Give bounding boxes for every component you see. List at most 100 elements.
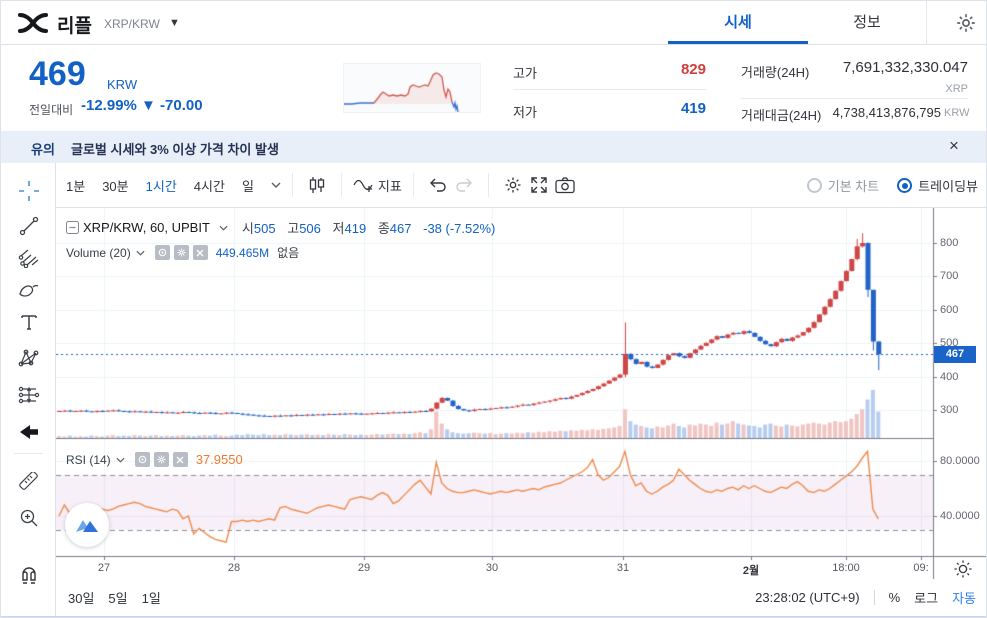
clock[interactable]: 23:28:02 (UTC+9) (755, 590, 860, 605)
rsi-settings-icon[interactable] (153, 452, 169, 467)
price-axis-label: 500 (940, 337, 959, 350)
stats-divider (741, 98, 968, 99)
rsi-caret-icon[interactable] (116, 457, 125, 463)
range-30d-button[interactable]: 30일 (68, 591, 95, 606)
percent-scale-button[interactable]: % (888, 590, 901, 605)
candle-style-icon[interactable] (304, 172, 330, 198)
zoom-in-tool-icon[interactable] (17, 506, 41, 530)
bottom-separator (873, 590, 875, 605)
timeframe-4h[interactable]: 4시간 (193, 178, 225, 194)
time-axis-label: 30 (485, 562, 499, 574)
candlestick-chart-canvas[interactable] (56, 208, 986, 579)
amount-24h-unit: KRW (944, 107, 970, 119)
low-value: 419 (680, 100, 706, 117)
theme-toggle-sun-icon[interactable] (953, 559, 973, 579)
rsi-remove-icon[interactable] (172, 452, 188, 467)
toolbar-separator (291, 173, 293, 197)
change-value: -38 (-7.52%) (423, 221, 496, 236)
rsi-axis-label: 80.0000 (940, 455, 980, 467)
top-header: 리플 XRP/KRW ▼ 시세 정보 (1, 1, 986, 45)
text-tool-icon[interactable] (17, 310, 41, 334)
coin-name: 리플 (57, 16, 92, 37)
brush-tool-icon[interactable] (17, 278, 41, 302)
undo-icon[interactable] (425, 172, 451, 198)
chart-type-basic-radio[interactable]: 기본 차트 (806, 176, 879, 195)
rsi-axis-label: 40.0000 (940, 510, 980, 522)
price-axis-label: 800 (940, 237, 959, 249)
drawing-tools-sidebar: ‹ (1, 163, 56, 617)
volume-legend: Volume (20) 449.465M 없음 (66, 244, 299, 261)
notice-close-icon[interactable]: × (949, 136, 959, 155)
chart-bottom-bar: 30일 5일 1일 23:28:02 (UTC+9) % 로그 자동 (56, 579, 986, 616)
chart-settings-gear-icon[interactable] (500, 172, 526, 198)
fullscreen-icon[interactable] (526, 172, 552, 198)
time-axis-label: 2월 (742, 565, 760, 577)
volume-indicator-label[interactable]: Volume (20) (66, 245, 131, 260)
chart-type-switch: 기본 차트 트레이딩뷰 (789, 163, 978, 208)
sidebar-divider (14, 453, 43, 454)
timeframe-30m[interactable]: 30분 (102, 178, 129, 194)
notice-bar: 유의 글로벌 시세와 3% 이상 가격 차이 발생 × (1, 131, 986, 163)
window-bottom-edge (1, 616, 986, 617)
projection-tool-icon[interactable] (17, 383, 41, 407)
price-axis-label: 300 (940, 404, 959, 416)
ruler-measure-tool-icon[interactable] (17, 471, 41, 495)
radio-on-icon (897, 178, 913, 193)
xabcd-pattern-tool-icon[interactable] (17, 346, 41, 370)
xrp-logo-icon (18, 13, 48, 33)
magnet-tool-icon[interactable] (17, 564, 41, 588)
mini-sparkline-chart (344, 64, 480, 112)
timeframe-1h[interactable]: 1시간 (145, 178, 177, 194)
volume-24h-unit: XRP (945, 83, 968, 95)
exchange-watermark-logo (65, 503, 109, 547)
tab-info[interactable]: 정보 (853, 14, 881, 31)
time-axis-label: 09: (913, 562, 929, 574)
collapse-legend-icon[interactable] (66, 221, 79, 234)
arrow-marker-tool-icon[interactable] (17, 420, 41, 444)
volume-remove-icon[interactable] (192, 245, 208, 260)
high-value: 506 (299, 221, 321, 236)
crosshair-tool-icon[interactable] (17, 179, 41, 203)
snapshot-camera-icon[interactable] (552, 172, 578, 198)
mini-sparkline-panel (343, 63, 481, 113)
header-separator (926, 1, 927, 45)
log-scale-button[interactable]: 로그 (914, 591, 939, 606)
range-1d-button[interactable]: 1일 (141, 591, 161, 606)
close-label: 종 (377, 221, 390, 236)
volume-value: 449.465M (215, 245, 270, 260)
legend-symbol[interactable]: XRP/KRW, 60, UPBIT (83, 220, 210, 235)
volume-visibility-icon[interactable] (154, 245, 170, 260)
trend-line-tool-icon[interactable] (17, 214, 41, 238)
time-axis-label: 28 (227, 562, 241, 574)
gann-fib-tool-icon[interactable] (17, 246, 41, 270)
change-value: -12.99% ▼ -70.00 (81, 97, 203, 114)
redo-icon[interactable] (451, 172, 477, 198)
open-label: 시 (241, 221, 254, 236)
chart-area: XRP/KRW, 60, UPBIT 시505 고506 저419 종467 -… (56, 208, 986, 579)
timeframe-caret-icon[interactable] (271, 182, 281, 188)
tab-quote[interactable]: 시세 (668, 1, 808, 44)
toolbar-separator (340, 173, 342, 197)
time-axis-label: 29 (357, 562, 371, 574)
rsi-indicator-label[interactable]: RSI (14) (66, 452, 111, 467)
indicator-button[interactable]: 지표 (353, 176, 402, 195)
timeframe-1m[interactable]: 1분 (66, 178, 86, 194)
rsi-visibility-icon[interactable] (134, 452, 150, 467)
range-5d-button[interactable]: 5일 (108, 591, 128, 606)
time-axis-label: 31 (616, 562, 630, 574)
radio-off-icon (806, 178, 822, 193)
auto-scale-button[interactable]: 자동 (952, 591, 976, 606)
volume-caret-icon[interactable] (136, 250, 145, 256)
time-axis-label: 18:00 (832, 562, 860, 574)
volume-settings-icon[interactable] (173, 245, 189, 260)
notice-message: 글로벌 시세와 3% 이상 가격 차이 발생 (71, 142, 279, 157)
settings-gear-icon[interactable] (955, 12, 977, 34)
coin-dropdown-caret-icon[interactable]: ▼ (169, 17, 180, 29)
notice-tag: 유의 (31, 142, 55, 157)
stats-divider (513, 89, 706, 90)
timeframe-1d[interactable]: 일 (241, 178, 254, 194)
change-label: 전일대비 (29, 103, 74, 117)
chart-type-tradingview-radio[interactable]: 트레이딩뷰 (897, 176, 978, 195)
legend-caret-icon[interactable] (219, 225, 228, 231)
